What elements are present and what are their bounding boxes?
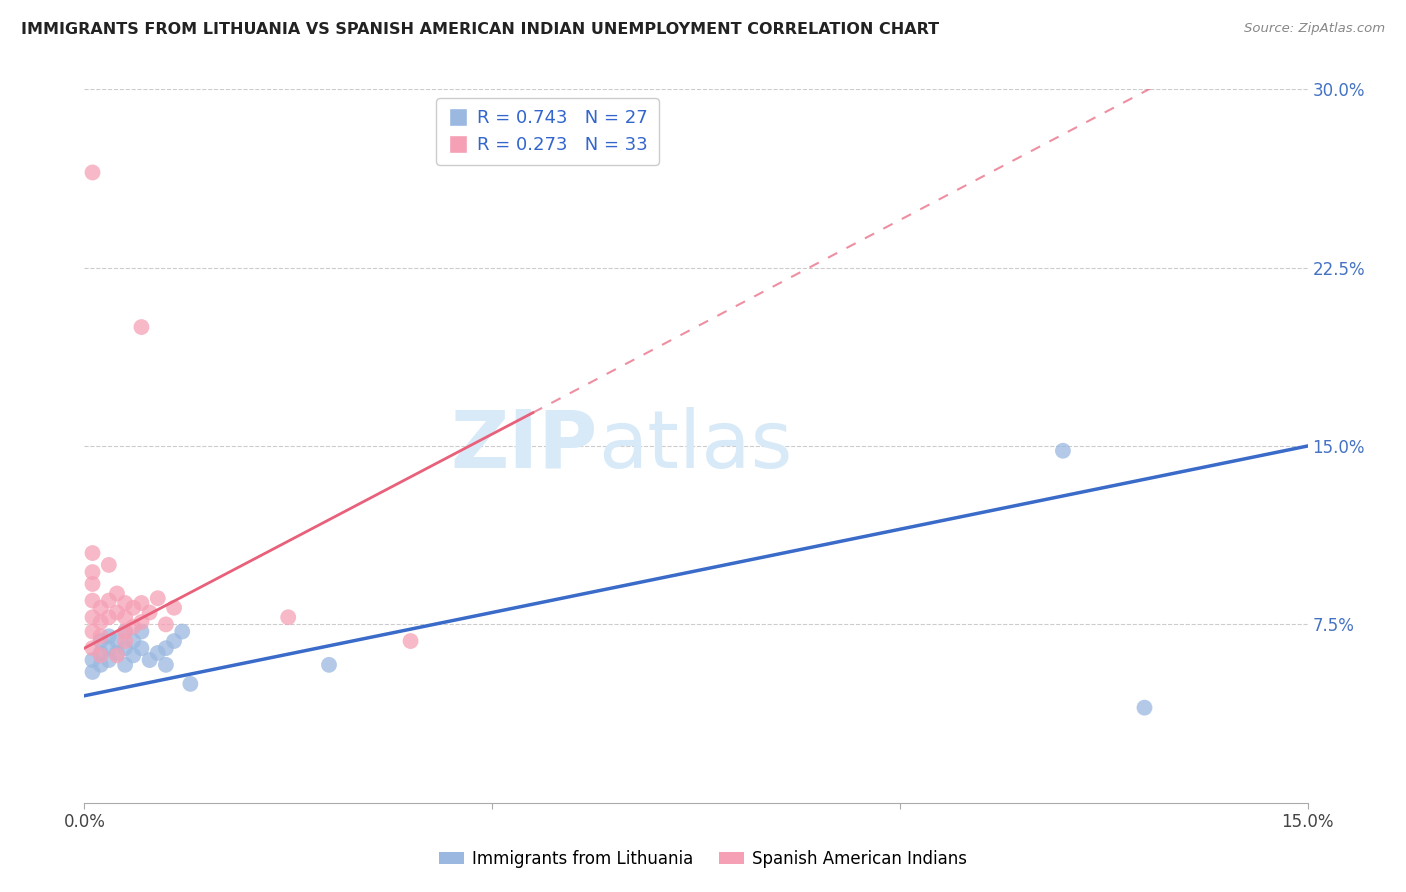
Point xyxy=(155,657,177,672)
Point xyxy=(90,629,112,643)
Point xyxy=(1052,443,1074,458)
Point xyxy=(131,624,153,639)
Point xyxy=(90,615,112,629)
Point xyxy=(82,665,104,679)
Point xyxy=(82,546,104,560)
Point xyxy=(114,610,136,624)
Point xyxy=(82,653,104,667)
Point xyxy=(105,606,128,620)
Point xyxy=(90,648,112,663)
Point xyxy=(82,641,104,656)
Point xyxy=(114,634,136,648)
Point xyxy=(90,646,112,660)
Point xyxy=(399,634,422,648)
Point xyxy=(105,648,128,663)
Point xyxy=(155,641,177,656)
Point xyxy=(90,634,112,648)
Text: Source: ZipAtlas.com: Source: ZipAtlas.com xyxy=(1244,22,1385,36)
Point xyxy=(155,617,177,632)
Point xyxy=(97,558,120,572)
Point xyxy=(163,600,186,615)
Point xyxy=(131,641,153,656)
Point xyxy=(146,646,169,660)
Point xyxy=(97,629,120,643)
Point xyxy=(82,565,104,579)
Point xyxy=(122,600,145,615)
Point xyxy=(131,596,153,610)
Point xyxy=(105,634,128,648)
Point xyxy=(122,648,145,663)
Point xyxy=(114,641,136,656)
Point xyxy=(97,610,120,624)
Point xyxy=(1133,700,1156,714)
Point xyxy=(163,634,186,648)
Point xyxy=(90,600,112,615)
Point xyxy=(138,606,160,620)
Legend: Immigrants from Lithuania, Spanish American Indians: Immigrants from Lithuania, Spanish Ameri… xyxy=(433,844,973,875)
Text: atlas: atlas xyxy=(598,407,793,485)
Point xyxy=(82,165,104,179)
Point xyxy=(82,593,104,607)
Point xyxy=(82,624,104,639)
Point xyxy=(277,610,299,624)
Point xyxy=(97,653,120,667)
Point xyxy=(114,624,136,639)
Point xyxy=(105,586,128,600)
Point xyxy=(122,634,145,648)
Point xyxy=(122,620,145,634)
Point xyxy=(105,646,128,660)
Text: ZIP: ZIP xyxy=(451,407,598,485)
Point xyxy=(114,624,136,639)
Point xyxy=(138,653,160,667)
Point xyxy=(172,624,194,639)
Point xyxy=(114,596,136,610)
Point xyxy=(97,641,120,656)
Point xyxy=(90,657,112,672)
Point xyxy=(318,657,340,672)
Point xyxy=(179,677,201,691)
Point xyxy=(82,577,104,591)
Point xyxy=(146,591,169,606)
Point xyxy=(114,657,136,672)
Text: IMMIGRANTS FROM LITHUANIA VS SPANISH AMERICAN INDIAN UNEMPLOYMENT CORRELATION CH: IMMIGRANTS FROM LITHUANIA VS SPANISH AME… xyxy=(21,22,939,37)
Point xyxy=(82,610,104,624)
Point xyxy=(97,593,120,607)
Point xyxy=(131,615,153,629)
Legend: R = 0.743   N = 27, R = 0.273   N = 33: R = 0.743 N = 27, R = 0.273 N = 33 xyxy=(436,98,659,165)
Point xyxy=(131,320,153,334)
